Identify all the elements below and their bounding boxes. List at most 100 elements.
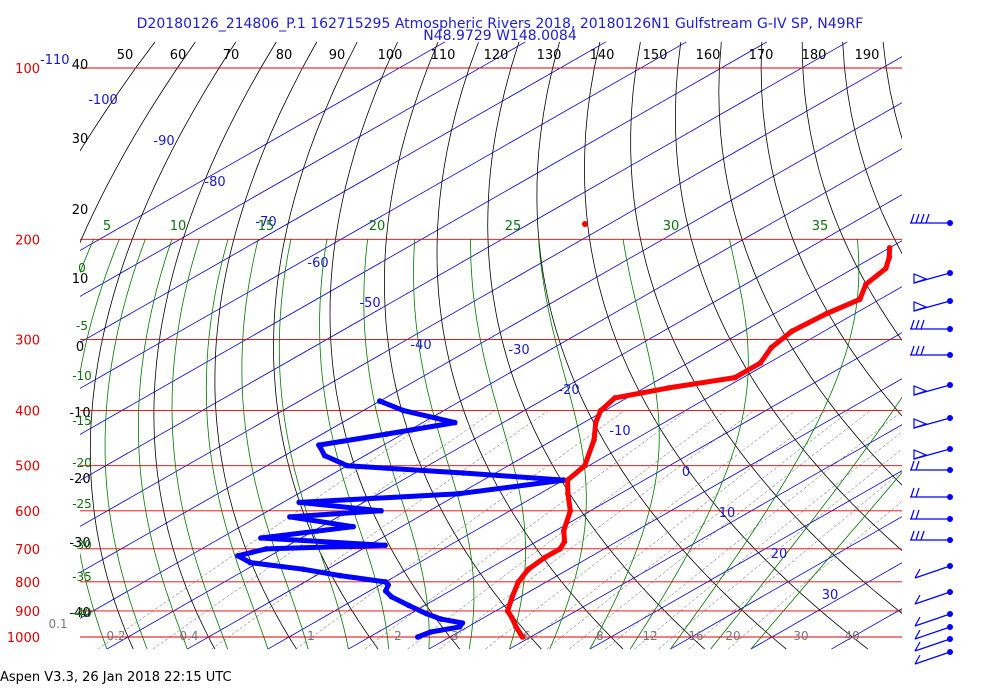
isotherm-label: -30 (508, 343, 529, 358)
wind-barb-feather (925, 213, 930, 224)
dry-adiabat-label: -10 (69, 406, 90, 421)
mixing-ratio-label: 0.1 (48, 617, 67, 631)
temperature-profile-point (542, 554, 548, 561)
wind-barb-pennant (913, 273, 928, 284)
dewpoint-profile-point (383, 431, 390, 437)
wind-barb-staff (914, 613, 951, 627)
wind-barb (913, 382, 953, 396)
temperature-profile-point (592, 419, 599, 426)
dewpoint-profile-point (415, 634, 421, 640)
moist-adiabat-line (138, 239, 188, 650)
wind-barb-pennant (913, 301, 928, 312)
isotherm-line (187, 240, 902, 650)
moist-adiabat-line (241, 239, 309, 650)
wind-barb-pennant (913, 418, 928, 429)
dry-adiabat-line (536, 41, 787, 650)
moist-adiabat-label: -20 (72, 456, 92, 470)
pressure-tick-label: 1000 (7, 631, 40, 646)
wind-barb-feather (910, 460, 915, 471)
dewpoint-profile-point (235, 553, 241, 559)
footer-version-text: Aspen V3.3, 26 Jan 2018 22:15 UTC (0, 670, 232, 685)
wind-barb-feather (914, 629, 921, 640)
sounding-profiles (235, 221, 893, 640)
top-axis-tick-label: 110 (431, 48, 456, 63)
wind-barb-feather (914, 568, 921, 579)
dewpoint-profile-point (316, 442, 322, 448)
moist-adiabat-label: 35 (812, 219, 829, 234)
mixing-ratio-line (364, 410, 688, 650)
moist-adiabat-line (470, 239, 526, 650)
isotherm-label: -60 (307, 256, 328, 271)
dry-adiabat-line (214, 41, 318, 650)
top-axis-tick-label: 50 (117, 48, 134, 63)
top-axis-tick-label: 130 (537, 48, 562, 63)
moist-adiabat-label: -25 (72, 497, 92, 511)
temperature-profile-point (504, 608, 511, 614)
dry-adiabat-label: 0 (76, 340, 84, 355)
mixing-ratio-line (519, 410, 827, 650)
mixing-ratio-line (658, 448, 902, 650)
wind-barb-pennant (913, 449, 928, 460)
wind-barb-staff (914, 591, 951, 605)
dry-adiabat-label: 20 (72, 203, 89, 218)
temperature-profile-point (564, 477, 571, 483)
isotherm-label: 30 (822, 588, 839, 603)
dewpoint-profile-point (427, 629, 434, 635)
top-axis-tick-label: 140 (590, 48, 615, 63)
moist-adiabat-line (670, 239, 860, 650)
wind-barb-feather (915, 530, 920, 541)
top-axis-tick-label: 100 (378, 48, 403, 63)
mixing-ratio-line (634, 431, 902, 650)
moist-adiabat-line (413, 239, 475, 650)
wind-barb-feather (910, 509, 915, 520)
moist-adiabat-label: -15 (72, 414, 92, 428)
dry-adiabat-label: -20 (69, 472, 90, 487)
dry-adiabat-label: -40 (69, 606, 90, 621)
dewpoint-profile-point (382, 588, 389, 594)
wind-barb-staff (914, 638, 951, 652)
mixing-ratio-label: 20 (725, 629, 740, 643)
pressure-tick-label: 800 (15, 576, 40, 591)
moist-adiabat-line (629, 239, 749, 650)
wind-barb (914, 636, 953, 652)
temperature-profile-point (789, 328, 795, 334)
wind-barb (913, 298, 953, 312)
moist-adiabat-label: 10 (170, 219, 187, 234)
mixing-ratio-label: 40 (844, 629, 859, 643)
wind-barb-feather (915, 345, 920, 356)
isotherm-label: -40 (410, 338, 431, 353)
mixing-ratio-line (407, 410, 726, 650)
dry-adiabat-label: 40 (72, 58, 89, 73)
dewpoint-profile-point (452, 419, 458, 426)
temperature-profile-point (768, 344, 775, 351)
pressure-tick-label: 500 (15, 460, 40, 475)
dewpoint-profile-point (337, 572, 343, 579)
moist-adiabat-line (205, 239, 269, 650)
wind-barb-feather (914, 641, 921, 652)
top-axis-tick-label: 160 (696, 48, 721, 63)
temperature-profile-point (567, 508, 574, 514)
dewpoint-profile-point (400, 407, 407, 414)
isotherm-corner-label: -110 (40, 53, 70, 68)
isotherm-line (80, 41, 768, 435)
temperature-profile-point (886, 254, 893, 260)
mixing-ratio-line (97, 410, 445, 650)
moist-adiabat-label: 5 (103, 219, 111, 234)
temperature-profile-point (863, 281, 869, 288)
isotherm-line (80, 148, 902, 619)
mixing-ratio-label: 8 (596, 629, 604, 643)
wind-barb (910, 530, 953, 543)
moist-adiabat-line (104, 239, 148, 650)
dewpoint-profile-point (456, 490, 463, 497)
wind-barb (913, 270, 953, 284)
dewpoint-profile-point (344, 462, 351, 469)
dry-adiabat-line (924, 42, 1000, 649)
temperature-profile-point (883, 265, 889, 272)
mixing-ratio-label: 30 (793, 629, 808, 643)
dry-adiabat-line (583, 41, 869, 650)
moist-adiabat-line (80, 239, 94, 274)
dewpoint-profile-point (560, 477, 567, 483)
temperature-profile-point (581, 462, 588, 469)
wind-barb-feather (915, 487, 920, 498)
moist-adiabat-label: -30 (72, 538, 92, 552)
